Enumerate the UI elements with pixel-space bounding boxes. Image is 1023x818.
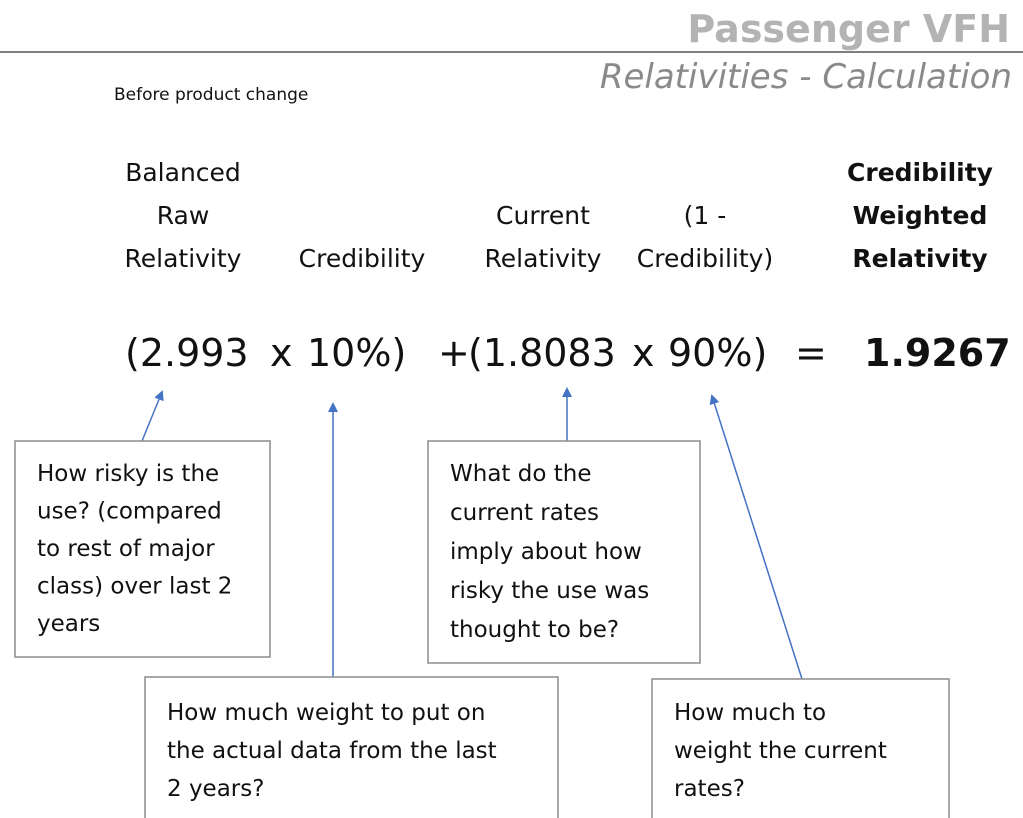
callout-text: rates? [674, 776, 745, 802]
note: Before product change [114, 85, 308, 105]
formula-term: 90%) [668, 331, 767, 375]
callout-text: 2 years? [167, 776, 264, 802]
column-header: Relativity [485, 244, 602, 273]
callout-text: How much to [674, 700, 826, 726]
arrow [709, 394, 803, 680]
column-header: Weighted [853, 201, 988, 230]
callout-text: imply about how [450, 539, 642, 565]
formula-term: 10%) [307, 331, 406, 375]
callout-box [427, 440, 701, 664]
callout-text: current rates [450, 500, 599, 526]
title: Passenger VFH [687, 7, 1010, 51]
formula-term: 1.9267 [864, 331, 1011, 375]
callout-box [14, 440, 271, 658]
callout-text: risky the use was [450, 578, 649, 604]
callout-text: use? (compared [37, 499, 222, 525]
formula-term: (2.993 [125, 331, 249, 375]
callout-box [651, 678, 950, 818]
callout-text: to rest of major [37, 536, 215, 562]
column-header: Credibility [847, 158, 993, 187]
formula-term: x [632, 331, 655, 375]
column-header: (1 - [684, 201, 727, 230]
callout-text: weight the current [674, 738, 887, 764]
formula-term: x [270, 331, 293, 375]
callout-text: How risky is the [37, 461, 219, 487]
callout-text: What do the [450, 461, 591, 487]
callout-text: years [37, 611, 100, 637]
column-header: Raw [157, 201, 210, 230]
subtitle: Relativities - Calculation [600, 57, 1012, 97]
callout-box [144, 676, 559, 818]
column-header: Credibility [299, 244, 426, 273]
column-header: Current [496, 201, 590, 230]
callout-text: the actual data from the last [167, 738, 497, 764]
callout-text: How much weight to put on [167, 700, 485, 726]
column-header: Credibility) [637, 244, 773, 273]
column-header: Relativity [125, 244, 242, 273]
formula-term: = [795, 331, 827, 375]
callout-text: thought to be? [450, 617, 619, 643]
arrow [141, 390, 164, 442]
callout-text: class) over last 2 [37, 574, 232, 600]
column-header: Balanced [125, 158, 241, 187]
formula-term: + [438, 331, 470, 375]
formula-term: (1.8083 [468, 331, 616, 375]
column-header: Relativity [852, 244, 987, 273]
